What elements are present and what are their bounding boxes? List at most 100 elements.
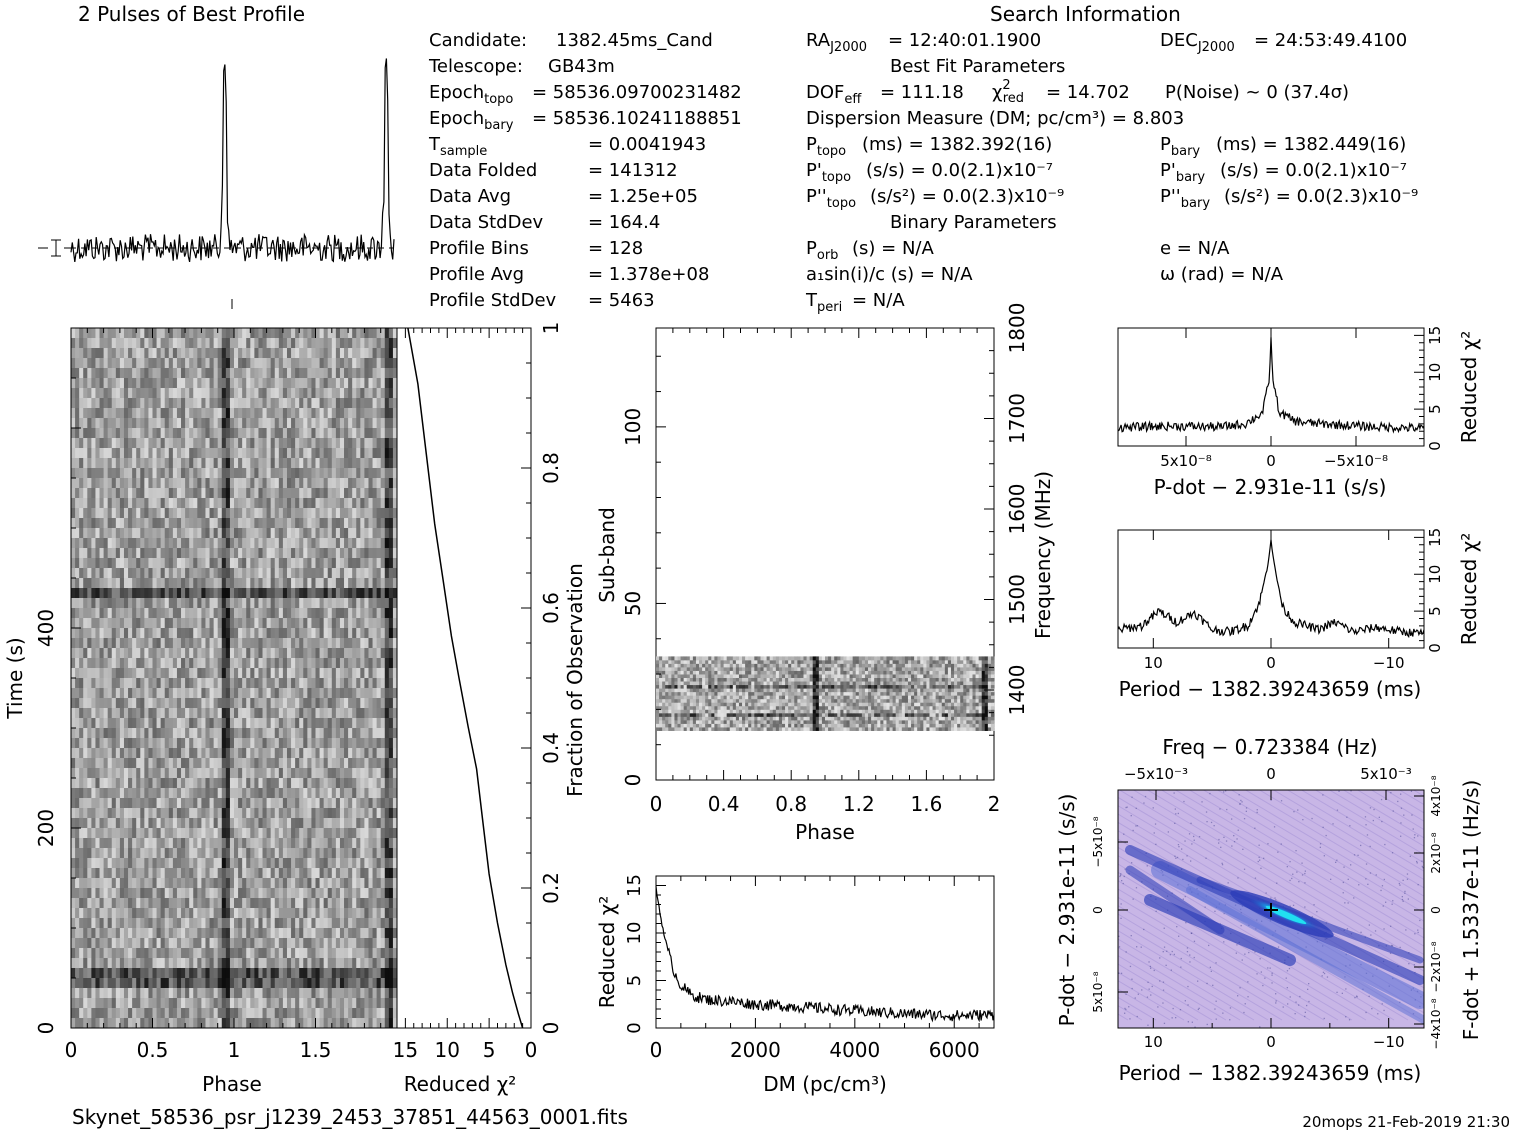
heatmap-cell <box>307 468 312 479</box>
heatmap-cell <box>384 478 390 489</box>
heatmap-cell <box>213 568 219 579</box>
heatmap-cell <box>352 358 357 369</box>
heatmap-cell <box>164 928 170 939</box>
heatmap-cell <box>352 858 357 869</box>
heatmap-cell <box>278 558 284 569</box>
heatmap-cell <box>193 558 198 569</box>
heatmap-cell <box>75 368 80 379</box>
heatmap-cell <box>172 598 178 609</box>
heatmap-cell <box>291 668 296 679</box>
heatmap-cell <box>229 478 235 489</box>
heatmap-cell <box>392 478 398 489</box>
heatmap-cell <box>254 618 259 629</box>
heatmap-cell <box>388 748 394 759</box>
heatmap-cell <box>144 508 149 519</box>
heatmap-cell <box>270 478 276 489</box>
heatmap-cell <box>189 558 194 569</box>
heatmap-cell <box>160 478 166 489</box>
heatmap-cell <box>246 538 251 549</box>
heatmap-cell <box>164 738 170 749</box>
heatmap-cell <box>392 778 398 789</box>
heatmap-cell <box>217 498 223 509</box>
heatmap-cell <box>115 618 121 629</box>
heatmap-cell <box>132 368 137 379</box>
heatmap-cell <box>238 908 243 919</box>
info-value: 1382.45ms_Cand <box>556 30 713 51</box>
heatmap-cell <box>372 778 378 789</box>
heatmap-cell <box>376 688 382 699</box>
heatmap-cell <box>303 578 308 589</box>
heatmap-cell <box>213 548 219 559</box>
heatmap-cell <box>315 588 321 599</box>
heatmap-cell <box>388 708 394 719</box>
p-topo-value: (ms) = 1382.392(16) <box>862 134 1052 155</box>
heatmap-cell <box>123 918 129 929</box>
heatmap-cell <box>315 928 321 939</box>
heatmap-cell <box>87 428 92 439</box>
heatmap-cell <box>246 608 251 619</box>
heatmap-cell <box>364 898 369 909</box>
heatmap-cell <box>250 368 255 379</box>
heatmap-cell <box>246 428 251 439</box>
heatmap-cell <box>335 918 341 929</box>
heatmap-cell <box>115 408 121 419</box>
heatmap-cell <box>372 718 378 729</box>
heatmap-cell <box>319 768 325 779</box>
heatmap-cell <box>262 388 268 399</box>
heatmap-cell <box>384 518 390 529</box>
heatmap-cell <box>99 428 105 439</box>
heatmap-cell <box>356 518 361 529</box>
heatmap-cell <box>205 568 211 579</box>
heatmap-cell <box>132 648 137 659</box>
heatmap-cell <box>87 898 92 909</box>
heatmap-cell <box>380 818 386 829</box>
heatmap-cell <box>79 528 84 539</box>
heatmap-cell <box>91 478 96 489</box>
heatmap-cell <box>119 588 125 599</box>
heatmap-cell <box>75 678 80 689</box>
heatmap-cell <box>172 438 178 449</box>
heatmap-cell <box>376 618 382 629</box>
heatmap-cell <box>299 748 304 759</box>
heatmap-cell <box>319 438 325 449</box>
heatmap-cell <box>303 368 308 379</box>
heatmap-cell <box>348 928 353 939</box>
heatmap-cell <box>339 558 345 569</box>
heatmap-cell <box>172 788 178 799</box>
heatmap-cell <box>148 858 154 869</box>
heatmap-cell <box>384 748 390 759</box>
heatmap-cell <box>128 808 133 819</box>
heatmap-cell <box>189 738 194 749</box>
heatmap-cell <box>303 808 308 819</box>
heatmap-cell <box>319 848 325 859</box>
heatmap-cell <box>75 688 80 699</box>
heatmap-cell <box>282 378 288 389</box>
heatmap-cell <box>299 668 304 679</box>
heatmap-cell <box>335 538 341 549</box>
heatmap-cell <box>189 348 194 359</box>
heatmap-cell <box>339 458 345 469</box>
heatmap-cell <box>307 668 312 679</box>
heatmap-cell <box>103 328 109 339</box>
heatmap-cell <box>95 528 101 539</box>
heatmap-cell <box>168 798 174 809</box>
heatmap-cell <box>303 898 308 909</box>
heatmap-cell <box>79 608 84 619</box>
heatmap-cell <box>201 328 206 339</box>
heatmap-cell <box>119 678 125 689</box>
heatmap-cell <box>344 368 349 379</box>
heatmap-cell <box>201 568 206 579</box>
heatmap-cell <box>185 858 190 869</box>
heatmap-cell <box>189 378 194 389</box>
heatmap-cell <box>238 358 243 369</box>
heatmap-cell <box>123 568 129 579</box>
heatmap-cell <box>193 518 198 529</box>
heatmap-cell <box>368 748 374 759</box>
heatmap-cell <box>107 658 113 669</box>
heatmap-cell <box>368 848 374 859</box>
heatmap-cell <box>258 628 264 639</box>
heatmap-cell <box>352 408 357 419</box>
heatmap-cell <box>234 798 239 809</box>
heatmap-cell <box>119 708 125 719</box>
heatmap-cell <box>229 708 235 719</box>
